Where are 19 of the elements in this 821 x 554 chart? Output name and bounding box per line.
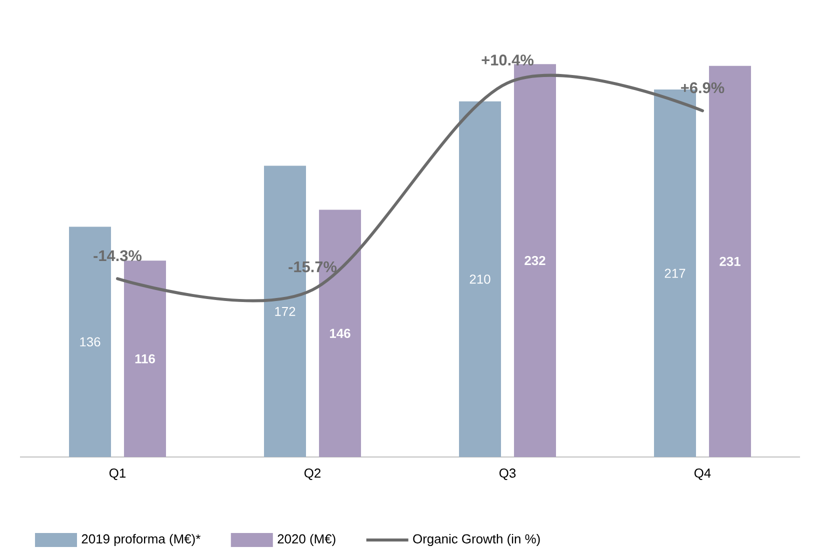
legend-label: Organic Growth (in %): [413, 534, 540, 546]
data-label: 116: [135, 354, 155, 364]
legend-label: 2019 proforma (M€)*: [82, 534, 200, 546]
x-tick-label: Q1: [109, 468, 126, 480]
bar: [459, 101, 502, 457]
data-label: 210: [470, 274, 490, 284]
x-tick-label: Q3: [499, 468, 516, 480]
bar: [514, 64, 556, 457]
x-tick-label: Q2: [304, 468, 320, 480]
data-label: 172: [275, 306, 296, 316]
data-label: +10.4%: [482, 54, 534, 66]
legend-label: 2020 (M€): [278, 534, 336, 546]
data-label: 217: [664, 268, 686, 278]
x-tick-label: Q4: [694, 468, 711, 480]
data-label: 232: [524, 256, 546, 266]
data-label: 146: [330, 328, 350, 338]
bar: [124, 260, 166, 457]
data-label: 231: [720, 256, 740, 266]
data-label: 136: [80, 337, 100, 346]
